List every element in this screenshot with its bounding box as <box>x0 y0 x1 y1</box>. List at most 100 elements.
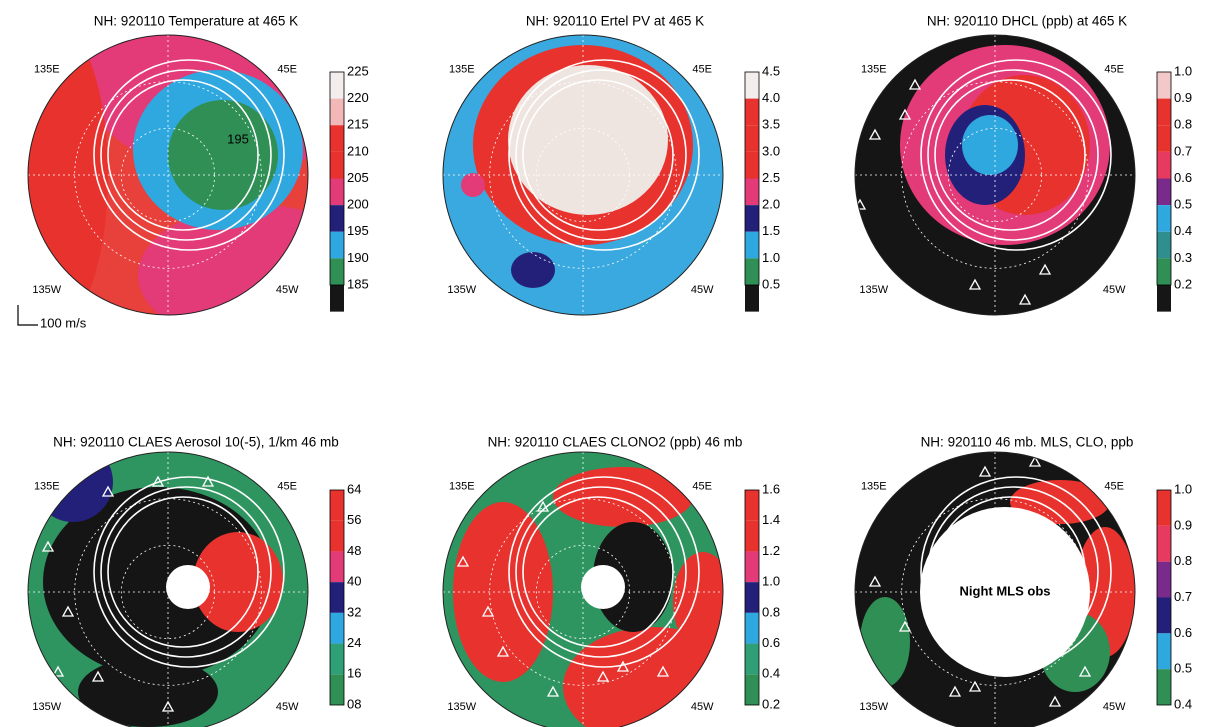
colorbar-segment <box>745 674 759 705</box>
field-region <box>511 252 555 288</box>
colorbar-segment <box>1157 562 1171 598</box>
colorbar-label: 0.6 <box>762 635 780 650</box>
map-panel: NH: 920110 46 mb. MLS, CLO, ppb 135E 45E 13… <box>855 435 1192 727</box>
lon-label: 135E <box>861 64 887 76</box>
colorbar-label: 0.5 <box>1174 197 1192 212</box>
lon-label: 45W <box>276 284 299 296</box>
colorbar-segment <box>330 551 344 582</box>
colorbar-label: 205 <box>347 170 369 185</box>
colorbar-label: 220 <box>347 90 369 105</box>
colorbar-label: 40 <box>347 574 361 589</box>
colorbar-segment <box>330 285 344 312</box>
colorbar-segment <box>330 179 344 206</box>
colorbar-label: 0.6 <box>1174 170 1192 185</box>
panel-title: NH: 920110 Ertel PV at 465 K <box>526 14 704 29</box>
colorbar-segment <box>745 232 759 259</box>
colorbar-segment <box>745 551 759 582</box>
colorbar-label: 210 <box>347 143 369 158</box>
lon-label: 45W <box>1103 284 1126 296</box>
polar-map <box>443 452 743 727</box>
colorbar-segment <box>330 152 344 179</box>
colorbar-segment <box>330 232 344 259</box>
colorbar-label: 0.4 <box>1174 696 1192 711</box>
colorbar-label: 0.7 <box>1174 589 1192 604</box>
colorbar-segment <box>1157 152 1171 179</box>
colorbar-segment <box>1157 669 1171 705</box>
colorbar-segment <box>330 582 344 613</box>
colorbar-segment <box>745 644 759 675</box>
colorbar-segment <box>330 644 344 675</box>
panel-title: NH: 920110 DHCL (ppb) at 465 K <box>927 14 1127 29</box>
colorbar-segment <box>745 125 759 152</box>
lon-label: 45W <box>276 701 299 713</box>
lon-label: 135E <box>449 64 475 76</box>
scale-label: 100 m/s <box>40 315 87 330</box>
colorbar-label: 200 <box>347 197 369 212</box>
map-panel: NH: 920110 CLAES Aerosol 10(-5), 1/km 46… <box>28 435 361 727</box>
colorbar-segment <box>745 582 759 613</box>
colorbar-segment <box>330 99 344 126</box>
colorbar-segment <box>745 285 759 312</box>
colorbar-label: 2.5 <box>762 170 780 185</box>
colorbar-label: 195 <box>347 223 369 238</box>
polar-map <box>28 442 308 727</box>
colorbar-label: 0.2 <box>1174 276 1192 291</box>
field-region <box>461 173 485 197</box>
colorbar-label: 1.0 <box>1174 63 1192 78</box>
colorbar-label: 0.3 <box>1174 250 1192 265</box>
field-region <box>553 467 693 527</box>
colorbar-segment <box>1157 125 1171 152</box>
colorbar-label: 3.0 <box>762 143 780 158</box>
colorbar-label: 24 <box>347 635 361 650</box>
colorbar-segment <box>1157 179 1171 206</box>
colorbar-segment <box>1157 205 1171 232</box>
panel-title: NH: 920110 46 mb. MLS, CLO, ppb <box>921 435 1134 450</box>
field-region <box>78 657 218 727</box>
lon-label: 135W <box>859 701 888 713</box>
colorbar-label: 0.8 <box>1174 117 1192 132</box>
colorbar-segment <box>330 205 344 232</box>
scale-bar <box>18 305 38 325</box>
lon-label: 135W <box>32 701 61 713</box>
station-marker <box>880 270 890 279</box>
colorbar-segment <box>745 490 759 521</box>
colorbar-segment <box>745 205 759 232</box>
colorbar-label: 32 <box>347 604 361 619</box>
figure: NH: 920110 Temperature at 465 K135E45E13… <box>0 0 1205 727</box>
colorbar-segment <box>1157 99 1171 126</box>
lon-label: 45W <box>691 701 714 713</box>
colorbar-label: 3.5 <box>762 117 780 132</box>
colorbar-segment <box>330 72 344 99</box>
lon-label: 45E <box>1104 64 1124 76</box>
colorbar-segment <box>1157 598 1171 634</box>
colorbar-label: 0.8 <box>762 604 780 619</box>
colorbar-segment <box>330 125 344 152</box>
colorbar-segment <box>1157 633 1171 669</box>
colorbar-label: 48 <box>347 543 361 558</box>
colorbar-label: 0.8 <box>1174 553 1192 568</box>
field-region <box>673 552 733 652</box>
colorbar-label: 1.0 <box>1174 481 1192 496</box>
lon-label: 45E <box>277 64 297 76</box>
colorbar-label: 64 <box>347 481 361 496</box>
lon-label: 45E <box>692 64 712 76</box>
colorbar-segment <box>330 613 344 644</box>
lon-label: 135W <box>447 284 476 296</box>
panel-title: NH: 920110 CLAES Aerosol 10(-5), 1/km 46… <box>53 435 339 450</box>
colorbar-label: 4.0 <box>762 90 780 105</box>
colorbar-label: 1.5 <box>762 223 780 238</box>
colorbar-segment <box>745 72 759 99</box>
lon-label: 45E <box>1104 481 1124 493</box>
lon-label: 135E <box>861 481 887 493</box>
lon-label: 135E <box>34 481 60 493</box>
colorbar-label: 56 <box>347 512 361 527</box>
colorbar-segment <box>745 179 759 206</box>
colorbar-label: 08 <box>347 696 361 711</box>
colorbar-segment <box>1157 72 1171 99</box>
lon-label: 45E <box>692 481 712 493</box>
colorbar-segment <box>745 258 759 285</box>
colorbar-label: 4.5 <box>762 63 780 78</box>
colorbar-label: 0.5 <box>1174 661 1192 676</box>
